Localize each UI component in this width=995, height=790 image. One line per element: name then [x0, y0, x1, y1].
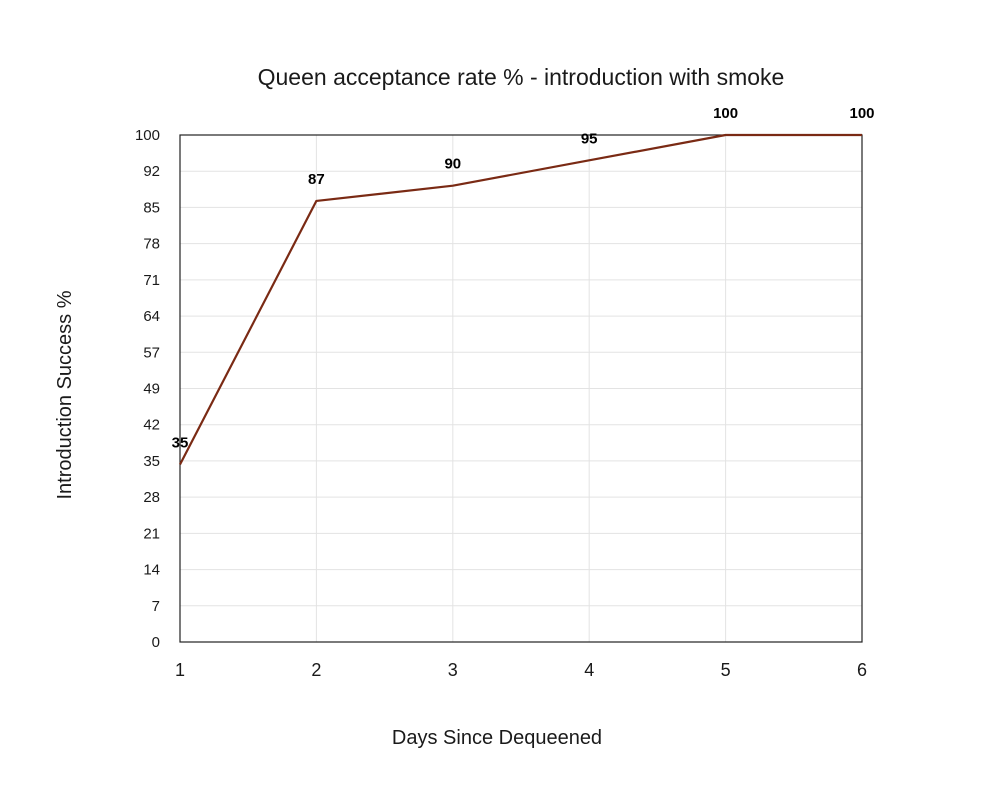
plot-area [179, 134, 863, 643]
y-tick-label: 28 [143, 489, 160, 506]
x-axis-title: Days Since Dequeened [392, 727, 602, 749]
grid [180, 135, 862, 642]
x-axis: 1 2 3 4 5 6 [175, 660, 867, 680]
y-tick-label: 57 [143, 344, 160, 361]
data-labels: 35 87 90 95 100 100 [172, 105, 875, 452]
series-line [179, 133, 862, 466]
y-tick-label: 78 [143, 236, 160, 253]
chart-title: Queen acceptance rate % - introduction w… [258, 64, 785, 90]
y-tick-label: 42 [143, 417, 160, 434]
y-tick-label: 85 [143, 199, 160, 216]
y-axis: 0 7 14 21 28 35 42 49 57 64 71 78 85 92 100 [135, 127, 160, 651]
data-label: 100 [849, 105, 874, 122]
x-tick-label: 6 [857, 660, 867, 680]
x-tick-label: 1 [175, 660, 185, 680]
data-label: 100 [713, 105, 738, 122]
y-tick-label: 49 [143, 381, 160, 398]
series-layer [179, 133, 863, 466]
y-tick-label: 14 [143, 562, 160, 579]
y-tick-label: 0 [152, 634, 160, 651]
y-tick-label: 21 [143, 525, 160, 542]
y-tick-label: 100 [135, 127, 160, 144]
x-tick-label: 4 [584, 660, 594, 680]
y-tick-label: 92 [143, 163, 160, 180]
data-label: 87 [308, 171, 325, 188]
x-tick-label: 3 [448, 660, 458, 680]
x-tick-label: 5 [721, 660, 731, 680]
x-tick-label: 2 [311, 660, 321, 680]
y-tick-label: 64 [143, 308, 160, 325]
y-axis-title: Introduction Success % [54, 290, 76, 499]
y-tick-label: 7 [152, 598, 160, 615]
data-label: 90 [444, 156, 461, 173]
y-tick-label: 71 [143, 272, 160, 289]
data-label: 35 [172, 435, 189, 452]
data-label: 95 [581, 130, 598, 147]
y-tick-label: 35 [143, 453, 160, 470]
